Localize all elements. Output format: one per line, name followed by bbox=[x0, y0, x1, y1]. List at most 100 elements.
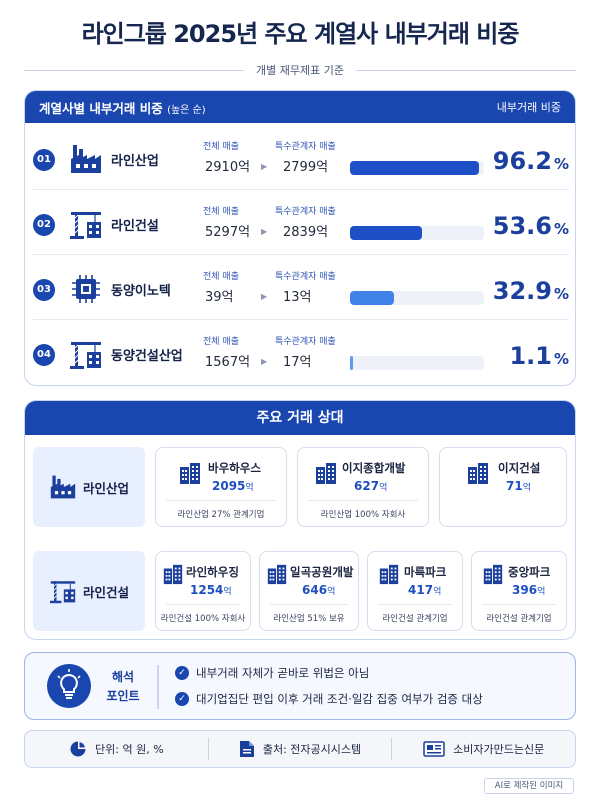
building-icon bbox=[378, 562, 400, 586]
arrow-right-icon: ▶ bbox=[261, 227, 268, 236]
group-label-line-construction: 라인건설 bbox=[33, 551, 145, 631]
partner-amount: 646억 bbox=[302, 583, 336, 597]
partners-header: 주요 거래 상대 bbox=[25, 401, 575, 435]
total-sales-label: 전체 매출 bbox=[203, 142, 239, 152]
partner-amount: 627억 bbox=[354, 479, 388, 493]
footer: 단위: 억 원, % 출처: 전자공시시스템 소비자가만드는신문 bbox=[24, 730, 576, 768]
partner-card: 이지건설 71억 bbox=[439, 447, 567, 527]
chip-icon bbox=[69, 273, 103, 305]
footer-publisher: 소비자가만드는신문 bbox=[392, 740, 575, 758]
row-divider bbox=[33, 319, 569, 320]
partners-card: 주요 거래 상대 라인산업 라인건설 바우하우스 2095억 라인산업 27% … bbox=[24, 400, 576, 640]
document-icon bbox=[239, 741, 254, 757]
partner-note: 라인건설 관계기업 bbox=[382, 614, 448, 624]
total-sales-value: 2910억 bbox=[205, 160, 251, 175]
partner-name: 중앙파크 bbox=[508, 565, 551, 579]
newspaper-icon bbox=[423, 741, 445, 757]
interpretation-divider bbox=[157, 665, 159, 709]
interpretation-label: 해석 포인트 bbox=[103, 668, 143, 706]
partner-name: 마륵파크 bbox=[404, 565, 447, 579]
building-icon bbox=[482, 562, 504, 586]
interpretation-card: 해석 포인트 ✓ 내부거래 자체가 곧바로 위법은 아님 ✓ 대기업집단 편입 … bbox=[24, 652, 576, 720]
footer-source: 출처: 전자공시시스템 bbox=[209, 740, 392, 758]
factory-icon bbox=[69, 143, 103, 175]
ratio-bar-track bbox=[350, 356, 484, 370]
related-sales-value: 17억 bbox=[283, 355, 312, 370]
rank-badge: 04 bbox=[33, 344, 55, 366]
ratio-column-label: 내부거래 비중 bbox=[496, 101, 561, 114]
rank-badge: 02 bbox=[33, 214, 55, 236]
ratio-row: 02 라인건설 전체 매출 5297억 ▶ 특수관계자 매출 2839억 53.6% bbox=[25, 190, 575, 255]
ratio-bar-track bbox=[350, 161, 484, 175]
interpretation-label-line2: 포인트 bbox=[106, 689, 140, 703]
partner-divider bbox=[166, 604, 240, 605]
arrow-right-icon: ▶ bbox=[261, 162, 268, 171]
crane-icon bbox=[69, 208, 103, 240]
footer-source-text: 출처: 전자공시시스템 bbox=[262, 743, 362, 756]
ratio-bar bbox=[350, 226, 422, 240]
row-divider bbox=[33, 254, 569, 255]
row-divider bbox=[33, 189, 569, 190]
rank-badge: 01 bbox=[33, 149, 55, 171]
group-label-line-industry: 라인산업 bbox=[33, 447, 145, 527]
building-icon bbox=[466, 460, 490, 486]
related-sales-label: 특수관계자 매출 bbox=[275, 337, 336, 347]
footer-divider bbox=[207, 738, 209, 760]
total-sales-label: 전체 매출 bbox=[203, 337, 239, 347]
partner-divider bbox=[166, 500, 276, 501]
partner-card: 마륵파크 417억 라인건설 관계기업 bbox=[367, 551, 463, 631]
ratio-row: 04 동양건설산업 전체 매출 1567억 ▶ 특수관계자 매출 17억 1.1% bbox=[25, 320, 575, 385]
subtitle-row: 개별 재무제표 기준 bbox=[24, 62, 577, 78]
ratio-value-label: 53.6% bbox=[492, 212, 569, 240]
total-sales-value: 39억 bbox=[205, 290, 234, 305]
interpretation-label-line1: 해석 bbox=[111, 670, 135, 684]
page-subtitle: 개별 재무제표 기준 bbox=[256, 64, 344, 77]
group-label-text: 라인건설 bbox=[82, 584, 129, 600]
partner-card: 바우하우스 2095억 라인산업 27% 관계기업 bbox=[155, 447, 287, 527]
partner-note: 라인산업 27% 관계기업 bbox=[177, 510, 265, 520]
footer-unit: 단위: 억 원, % bbox=[25, 740, 208, 758]
partner-note: 라인산업 51% 보유 bbox=[273, 614, 345, 624]
subtitle-line-right bbox=[355, 69, 577, 71]
ratio-bar bbox=[350, 161, 479, 175]
check-icon: ✓ bbox=[175, 692, 189, 706]
related-sales-label: 특수관계자 매출 bbox=[275, 142, 336, 152]
lightbulb-icon bbox=[47, 664, 91, 708]
ratio-value-label: 32.9% bbox=[492, 277, 569, 305]
ratio-chart-card: 계열사별 내부거래 비중 (높은 순) 내부거래 비중 01 라인산업 전체 매출 2… bbox=[24, 90, 576, 386]
company-name: 동양건설산업 bbox=[111, 349, 183, 364]
factory-icon bbox=[49, 474, 77, 500]
partner-note: 라인건설 100% 자회사 bbox=[160, 614, 246, 624]
ratio-row: 03 동양이노텍 전체 매출 39억 ▶ 특수관계자 매출 13억 32.9% bbox=[25, 255, 575, 320]
partner-divider bbox=[270, 604, 348, 605]
partner-name: 일곡공원개발 bbox=[290, 565, 354, 579]
interpretation-point-text: 대기업집단 편입 이후 거래 조건·일감 집중 여부가 검증 대상 bbox=[196, 692, 483, 706]
subtitle-line-left bbox=[24, 69, 245, 71]
ratio-bar-track bbox=[350, 226, 484, 240]
related-sales-label: 특수관계자 매출 bbox=[275, 272, 336, 282]
partner-note: 라인산업 100% 자회사 bbox=[320, 510, 406, 520]
ratio-bar bbox=[350, 356, 353, 370]
ratio-bar bbox=[350, 291, 395, 305]
ratio-chart-title: 계열사별 내부거래 비중 (높은 순) bbox=[39, 98, 206, 117]
partner-name: 라인하우징 bbox=[186, 565, 239, 579]
partner-name: 이지건설 bbox=[498, 461, 541, 475]
ratio-chart-title-text: 계열사별 내부거래 비중 bbox=[39, 100, 163, 116]
partner-amount: 417억 bbox=[408, 583, 442, 597]
ratio-chart-title-suffix: (높은 순) bbox=[167, 104, 206, 116]
partner-amount: 396억 bbox=[512, 583, 546, 597]
interpretation-point: ✓ 대기업집단 편입 이후 거래 조건·일감 집중 여부가 검증 대상 bbox=[175, 691, 483, 707]
related-sales-value: 2839억 bbox=[283, 225, 329, 240]
total-sales-label: 전체 매출 bbox=[203, 207, 239, 217]
check-icon: ✓ bbox=[175, 666, 189, 680]
partner-divider bbox=[308, 500, 418, 501]
interpretation-point-text: 내부거래 자체가 곧바로 위법은 아님 bbox=[196, 666, 370, 680]
interpretation-point: ✓ 내부거래 자체가 곧바로 위법은 아님 bbox=[175, 665, 369, 681]
partner-card: 일곡공원개발 646억 라인산업 51% 보유 bbox=[259, 551, 359, 631]
partner-name: 바우하우스 bbox=[208, 461, 261, 475]
page-title: 라인그룹 2025년 주요 계열사 내부거래 비중 bbox=[81, 20, 520, 48]
partner-amount: 1254억 bbox=[190, 583, 232, 597]
crane-icon bbox=[69, 338, 103, 370]
group-label-text: 라인산업 bbox=[82, 480, 129, 496]
crane-icon bbox=[49, 578, 77, 604]
